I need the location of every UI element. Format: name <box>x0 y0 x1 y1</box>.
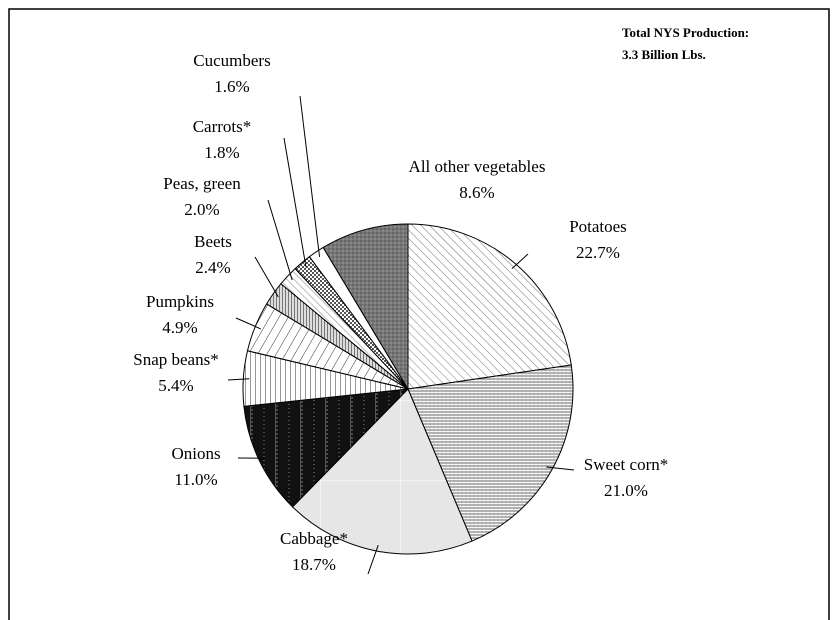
leader-line <box>235 317 261 330</box>
leader-line <box>254 256 279 298</box>
slice-label: Onions <box>171 444 220 463</box>
frame <box>8 8 830 620</box>
slice-label: Carrots* <box>193 117 252 136</box>
pie-slice <box>322 223 409 391</box>
leader-line <box>511 253 529 270</box>
pie-slice <box>407 364 574 542</box>
pie-slice <box>291 388 473 555</box>
annotation: 3.3 Billion Lbs. <box>622 47 706 62</box>
annotation: Total NYS Production: <box>622 25 749 40</box>
slice-label: Cabbage* <box>280 529 348 548</box>
slice-label: All other vegetables <box>409 157 546 176</box>
slice-label: Beets <box>194 232 232 251</box>
value-label: 4.9% <box>162 318 197 337</box>
slice-label: Snap beans* <box>133 350 218 369</box>
value-label: 18.7% <box>292 555 336 574</box>
leader-line <box>546 466 575 471</box>
value-label: 22.7% <box>576 243 620 262</box>
leader-line <box>299 95 321 257</box>
leader-line <box>283 137 307 268</box>
value-label: 11.0% <box>174 470 217 489</box>
leader-line <box>267 199 293 281</box>
slice-label: Cucumbers <box>193 51 270 70</box>
pie-slice <box>407 223 572 390</box>
value-label: 2.0% <box>184 200 219 219</box>
value-label: 2.4% <box>195 258 230 277</box>
slice-label: Pumpkins <box>146 292 214 311</box>
value-label: 5.4% <box>158 376 193 395</box>
value-label: 1.8% <box>204 143 239 162</box>
slice-label: Potatoes <box>569 217 627 236</box>
slice-label: Peas, green <box>163 174 241 193</box>
slice-label: Sweet corn* <box>584 455 669 474</box>
value-label: 8.6% <box>459 183 494 202</box>
pie-slice <box>243 388 410 508</box>
value-label: 1.6% <box>214 77 249 96</box>
value-label: 21.0% <box>604 481 648 500</box>
leader-line <box>227 378 250 381</box>
leader-line <box>367 545 379 575</box>
